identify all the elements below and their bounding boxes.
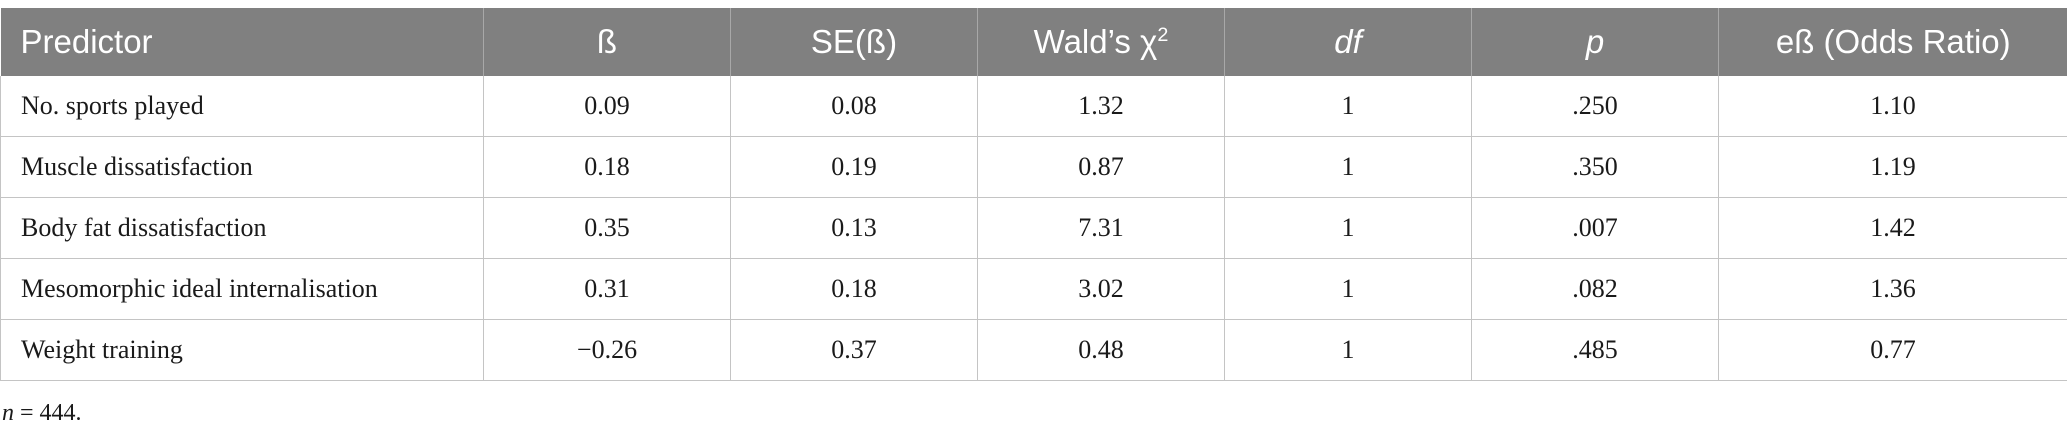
cell-wald: 1.32 [977,76,1225,137]
cell-beta: 0.09 [483,76,731,137]
table-row: Muscle dissatisfaction 0.18 0.19 0.87 1 … [0,136,2067,198]
header-wald-chi-square: Wald’s χ2 [977,8,1225,76]
cell-predictor: Weight training [0,319,484,381]
footnote-sample-size-value: = 444. [14,400,82,426]
cell-se-beta: 0.08 [730,76,978,137]
logistic-regression-table: Predictor ß SE(ß) Wald’s χ2 df p eß (Odd… [0,8,2067,381]
cell-wald: 7.31 [977,197,1225,259]
header-df: df [1224,8,1472,76]
cell-df: 1 [1224,76,1472,137]
cell-p: .250 [1471,76,1719,137]
regression-table-container: Predictor ß SE(ß) Wald’s χ2 df p eß (Odd… [0,8,2067,381]
cell-odds-ratio: 1.10 [1718,76,2067,137]
footnote-sample-size-symbol: n [2,400,14,426]
table-header: Predictor ß SE(ß) Wald’s χ2 df p eß (Odd… [0,8,2067,76]
table-row: No. sports played 0.09 0.08 1.32 1 .250 … [0,76,2067,137]
table-row: Weight training −0.26 0.37 0.48 1 .485 0… [0,319,2067,381]
cell-odds-ratio: 0.77 [1718,319,2067,381]
cell-beta: 0.18 [483,136,731,198]
cell-p: .007 [1471,197,1719,259]
cell-se-beta: 0.37 [730,319,978,381]
cell-se-beta: 0.18 [730,258,978,320]
cell-se-beta: 0.13 [730,197,978,259]
table-footnote: n = 444. [2,400,82,427]
cell-odds-ratio: 1.36 [1718,258,2067,320]
table-row: Mesomorphic ideal internalisation 0.31 0… [0,258,2067,320]
cell-odds-ratio: 1.42 [1718,197,2067,259]
cell-se-beta: 0.19 [730,136,978,198]
table-row: Body fat dissatisfaction 0.35 0.13 7.31 … [0,197,2067,259]
cell-p: .485 [1471,319,1719,381]
cell-p: .350 [1471,136,1719,198]
cell-df: 1 [1224,319,1472,381]
cell-predictor: No. sports played [0,76,484,137]
cell-wald: 0.48 [977,319,1225,381]
header-p: p [1471,8,1719,76]
header-odds-ratio: eß (Odds Ratio) [1718,8,2067,76]
cell-predictor: Mesomorphic ideal internalisation [0,258,484,320]
cell-beta: 0.35 [483,197,731,259]
header-beta: ß [483,8,731,76]
cell-df: 1 [1224,197,1472,259]
cell-wald: 3.02 [977,258,1225,320]
header-row: Predictor ß SE(ß) Wald’s χ2 df p eß (Odd… [0,8,2067,76]
header-se-beta: SE(ß) [730,8,978,76]
cell-odds-ratio: 1.19 [1718,136,2067,198]
cell-wald: 0.87 [977,136,1225,198]
header-predictor: Predictor [0,8,484,76]
cell-p: .082 [1471,258,1719,320]
cell-df: 1 [1224,258,1472,320]
cell-df: 1 [1224,136,1472,198]
cell-beta: 0.31 [483,258,731,320]
cell-predictor: Muscle dissatisfaction [0,136,484,198]
table-body: No. sports played 0.09 0.08 1.32 1 .250 … [0,76,2067,381]
cell-predictor: Body fat dissatisfaction [0,197,484,259]
cell-beta: −0.26 [483,319,731,381]
